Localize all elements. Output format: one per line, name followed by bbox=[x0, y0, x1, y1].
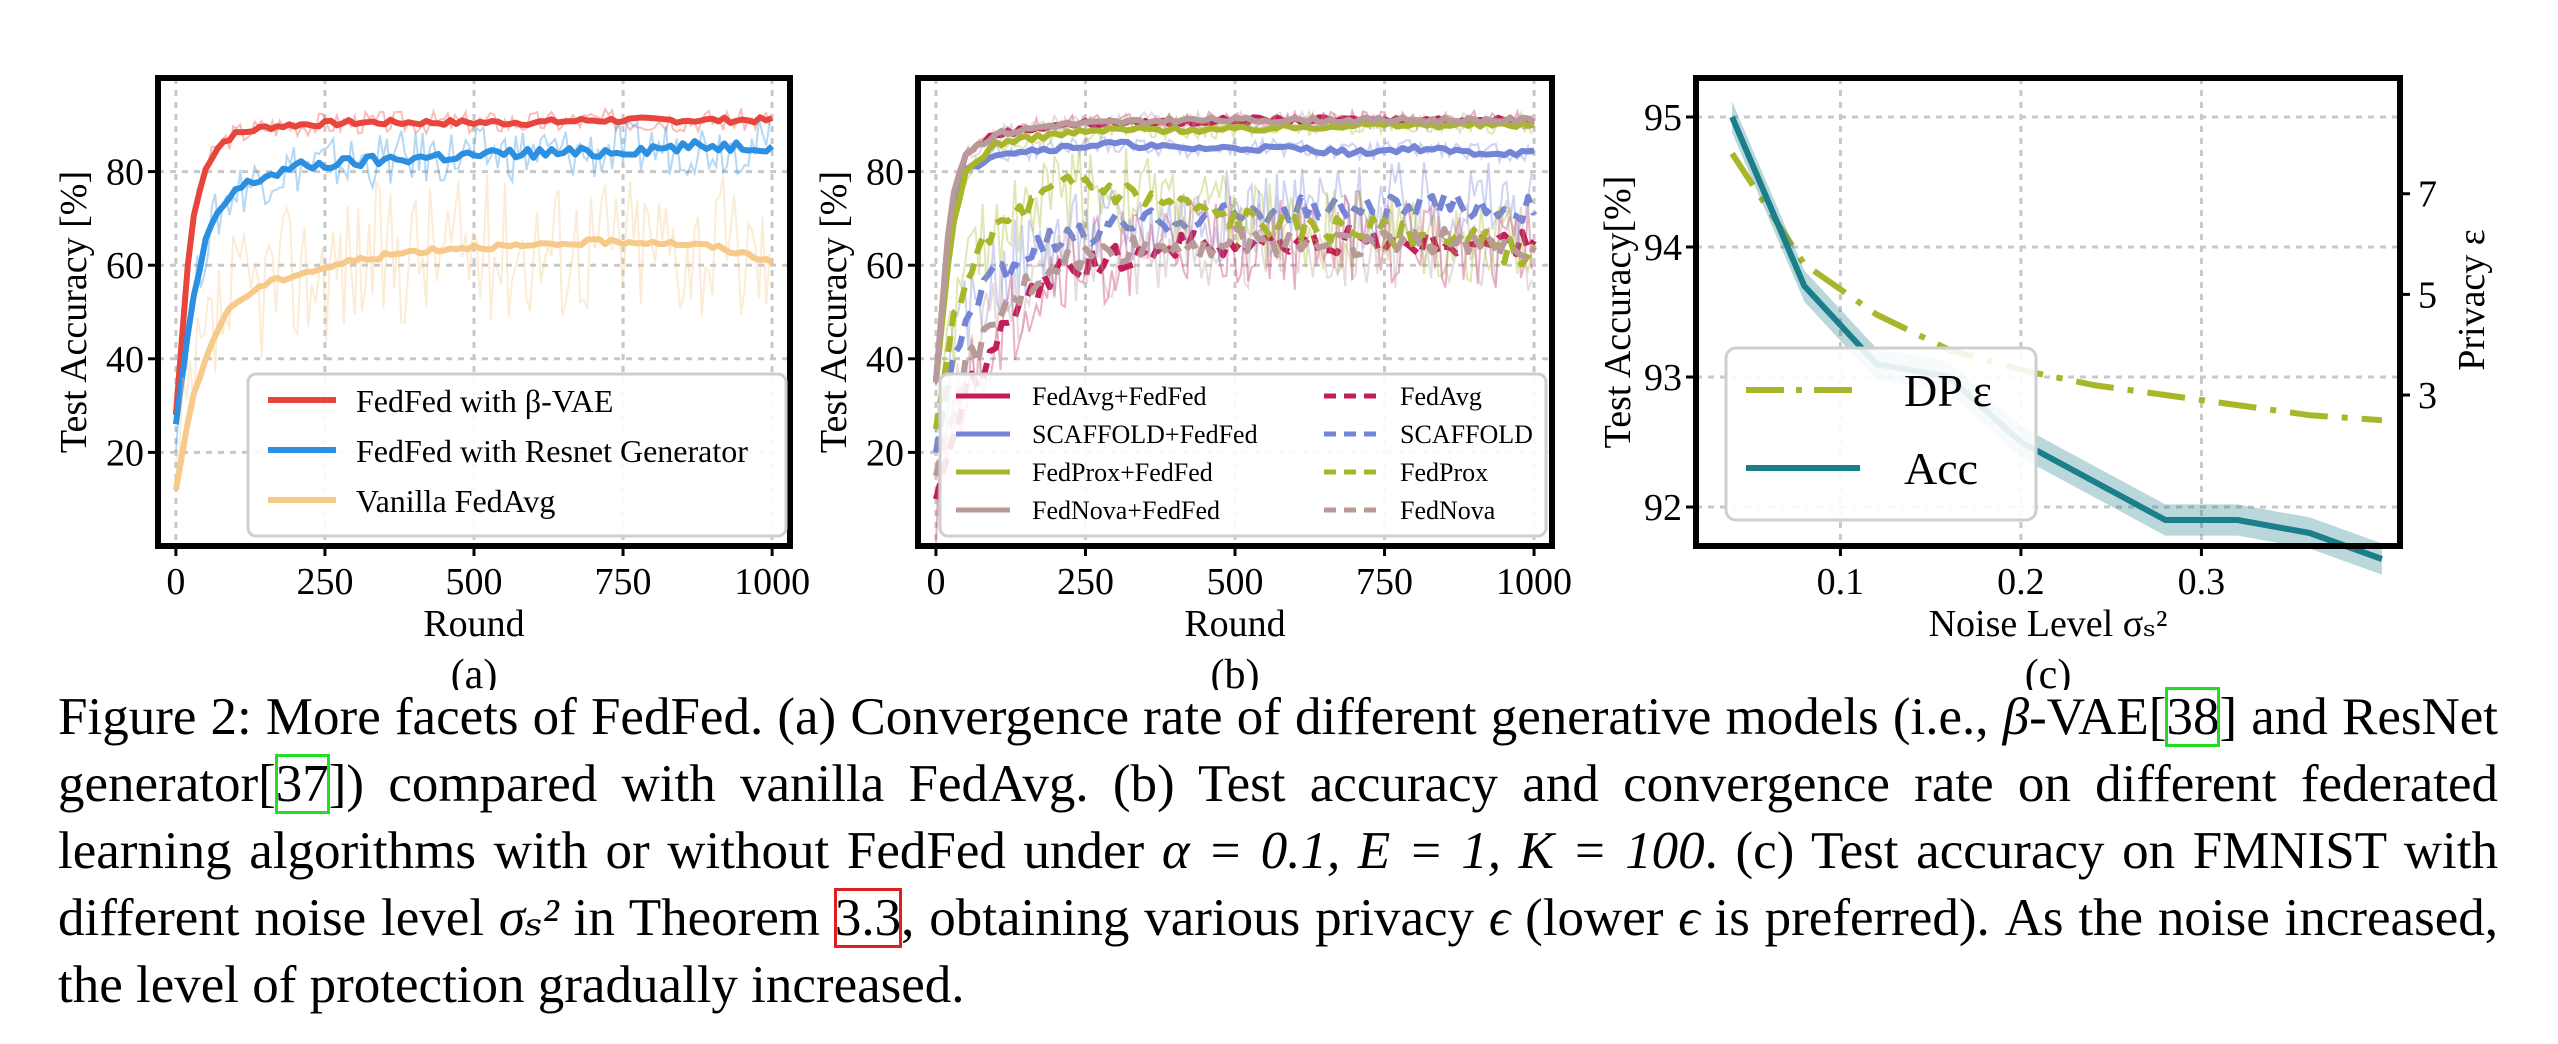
x-axis-label: Round bbox=[423, 603, 524, 645]
y-tick-label: 93 bbox=[1644, 357, 1682, 399]
series-line-fedfed-with-vae bbox=[172, 114, 774, 416]
caption-beta: β bbox=[2002, 688, 2030, 746]
caption-params: α = 0.1, E = 1, K = 100 bbox=[1161, 822, 1705, 880]
y-tick-label: 80 bbox=[866, 152, 904, 194]
y-right-axis-label: Privacy ε bbox=[2451, 229, 2493, 371]
x-tick-label: 250 bbox=[296, 561, 353, 603]
caption-text: in Theorem bbox=[558, 889, 835, 947]
y-tick-label: 20 bbox=[106, 432, 144, 474]
legend-entry: FedAvg bbox=[1400, 382, 1482, 411]
y-axis-label: Test Accuracy[%] bbox=[1597, 176, 1639, 449]
caption-text: is preferred). As the noise increased, t… bbox=[58, 889, 2498, 1014]
x-tick-label: 1000 bbox=[734, 561, 810, 603]
panel-c-chart: 0.1 0.2 0.3 92 93 94 95 3 5 7 Noise Level σₛ² Test … bbox=[1597, 75, 2493, 690]
legend: DP ε Acc bbox=[1724, 346, 2038, 522]
theorem-link-3-3[interactable]: 3.3 bbox=[833, 888, 903, 948]
caption-epsilon: ϵ bbox=[1678, 889, 1700, 947]
series-noise-fedfed-with-resnet-generator bbox=[174, 118, 771, 452]
series-noise-fedprox bbox=[935, 147, 1533, 451]
caption-text: Figure 2: More facets of FedFed. (a) Con… bbox=[58, 688, 2003, 746]
panel-b-chart: 0 250 500 750 1000 20 40 60 80 Round Test Accuracy… bbox=[813, 75, 1572, 690]
y-tick-label: 20 bbox=[866, 432, 904, 474]
legend-entry: FedFed with β-VAE bbox=[356, 383, 613, 419]
x-tick-label: 0 bbox=[926, 561, 945, 603]
series-line-scaffold-fedfed bbox=[932, 138, 1535, 383]
panel-label: (b) bbox=[1211, 652, 1260, 690]
legend-box bbox=[938, 372, 1548, 538]
caption-text: , obtaining various privacy bbox=[901, 889, 1489, 947]
caption-epsilon: ϵ bbox=[1488, 889, 1511, 947]
y-tick-label: 92 bbox=[1644, 487, 1682, 529]
series-line-acc bbox=[1729, 115, 2383, 562]
legend-entry: Vanilla FedAvg bbox=[356, 483, 555, 519]
plot-frame bbox=[1693, 75, 2403, 549]
series-line-fedfed-with-resnet-generator bbox=[172, 138, 775, 425]
caption-text: ]) compared with vanilla FedAvg. (b) Tes… bbox=[58, 755, 2498, 880]
caption-text: ] and ResNet generator[ bbox=[58, 688, 2498, 813]
x-tick-label: 250 bbox=[1057, 561, 1114, 603]
legend-box bbox=[246, 372, 788, 538]
series-noise-vanilla-fedavg bbox=[174, 173, 771, 463]
x-tick-label: 0.2 bbox=[1997, 561, 2045, 603]
series-line-fedprox-fedfed bbox=[932, 119, 1535, 383]
series-line-fedavg bbox=[933, 224, 1537, 500]
series-noise-scaffold bbox=[934, 162, 1533, 449]
y-tick-label: 80 bbox=[106, 152, 144, 194]
caption-text: -VAE[ bbox=[2029, 688, 2167, 746]
citation-link-38[interactable]: 38 bbox=[2165, 687, 2221, 747]
y-axis-label: Test Accuracy [%] bbox=[53, 171, 95, 453]
caption-text: . (c) Test accuracy on FMNIST with diffe… bbox=[58, 822, 2499, 947]
y-tick-label: 60 bbox=[106, 245, 144, 287]
figure-caption: Figure 2: More facets of FedFed. (a) Con… bbox=[58, 684, 2498, 1019]
y-tick-label: 95 bbox=[1644, 97, 1682, 139]
series-line-dp bbox=[1729, 151, 2383, 424]
x-axis-label: Round bbox=[1184, 603, 1285, 645]
series-line-vanilla-fedavg bbox=[172, 236, 774, 491]
legend-entry: FedNova+FedFed bbox=[1032, 496, 1220, 525]
x-tick-label: 500 bbox=[1207, 561, 1264, 603]
series-noise-fedprox-fedfed bbox=[934, 113, 1533, 380]
y-right-tick-label: 5 bbox=[2418, 274, 2437, 316]
series-line-fednova bbox=[932, 225, 1537, 477]
y-right-tick-label: 3 bbox=[2418, 375, 2437, 417]
panel-label: (c) bbox=[2025, 652, 2072, 690]
legend-entry: SCAFFOLD+FedFed bbox=[1032, 420, 1258, 449]
y-tick-label: 40 bbox=[106, 339, 144, 381]
acc-confidence-band bbox=[1732, 101, 2382, 575]
x-tick-label: 0.1 bbox=[1817, 561, 1865, 603]
x-tick-label: 500 bbox=[446, 561, 503, 603]
x-axis-label: Noise Level σₛ² bbox=[1929, 603, 2168, 645]
caption-text: (lower bbox=[1510, 889, 1679, 947]
legend-entry: Acc bbox=[1904, 443, 1978, 494]
caption-sigma: σₛ² bbox=[498, 889, 559, 947]
legend: FedFed with β-VAE FedFed with Resnet Gene… bbox=[246, 372, 788, 538]
x-tick-label: 1000 bbox=[1496, 561, 1572, 603]
y-tick-label: 60 bbox=[866, 245, 904, 287]
panel-label: (a) bbox=[451, 652, 498, 690]
legend-entry: SCAFFOLD bbox=[1400, 420, 1533, 449]
y-right-tick-label: 7 bbox=[2418, 174, 2437, 216]
y-axis-label: Test Accuracy [%] bbox=[813, 171, 855, 453]
legend-entry: FedAvg+FedFed bbox=[1032, 382, 1207, 411]
series-line-fednova-fedfed bbox=[932, 114, 1536, 383]
legend-box bbox=[1724, 346, 2038, 522]
legend-entry: FedNova bbox=[1400, 496, 1496, 525]
y-tick-label: 94 bbox=[1644, 227, 1682, 269]
x-tick-label: 0 bbox=[166, 561, 185, 603]
x-tick-label: 750 bbox=[595, 561, 652, 603]
citation-link-37[interactable]: 37 bbox=[274, 754, 330, 814]
legend: FedAvg+FedFed SCAFFOLD+FedFed FedProx+FedF… bbox=[938, 372, 1548, 538]
legend-entry: DP ε bbox=[1904, 365, 1992, 416]
y-tick-label: 40 bbox=[866, 339, 904, 381]
x-tick-label: 750 bbox=[1356, 561, 1413, 603]
legend-entry: FedFed with Resnet Generator bbox=[356, 433, 748, 469]
panel-a-chart: 0 250 500 750 1000 20 40 60 80 Round Test Accuracy… bbox=[53, 75, 810, 690]
legend-entry: FedProx bbox=[1400, 458, 1488, 487]
legend-entry: FedProx+FedFed bbox=[1032, 458, 1213, 487]
x-tick-label: 0.3 bbox=[2178, 561, 2226, 603]
